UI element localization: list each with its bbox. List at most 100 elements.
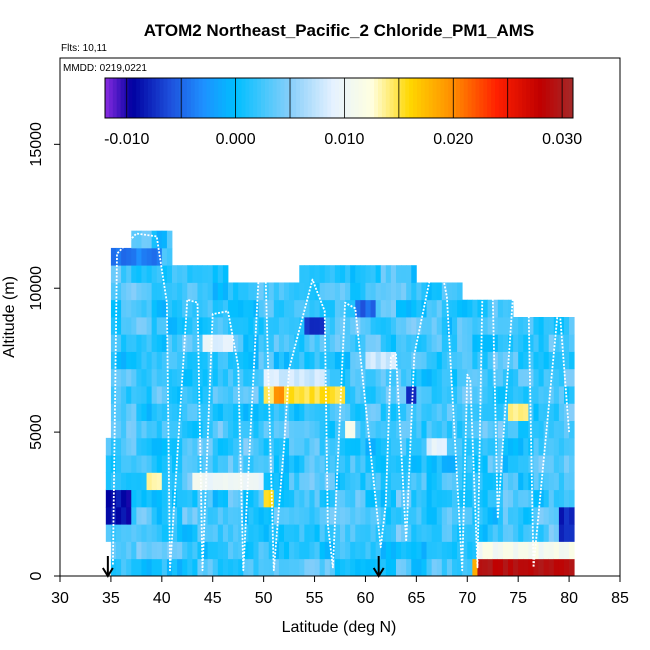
heatmap-cell: [207, 541, 214, 560]
heatmap-cell: [222, 558, 229, 577]
heatmap-cell: [436, 437, 443, 456]
heatmap-cell: [401, 472, 407, 491]
heatmap-cell: [273, 317, 280, 335]
heatmap-cell: [309, 420, 315, 439]
heatmap-cell: [329, 334, 336, 352]
heatmap-cell: [390, 299, 397, 318]
heatmap-cell: [406, 334, 412, 352]
heatmap-cell: [553, 420, 560, 439]
heatmap-cell: [472, 351, 478, 370]
heatmap-cell: [136, 455, 142, 473]
heatmap-cell: [467, 368, 473, 387]
heatmap-cell: [131, 403, 137, 421]
heatmap-cell: [243, 541, 249, 560]
heatmap-cell: [457, 455, 463, 473]
heatmap-cell: [350, 506, 356, 525]
heatmap-cell: [569, 524, 575, 542]
heatmap-cell: [284, 420, 290, 439]
heatmap-cell: [222, 386, 229, 404]
heatmap-cell: [238, 524, 244, 542]
heatmap-cell: [233, 558, 239, 577]
heatmap-cell: [182, 524, 188, 542]
heatmap-cell: [319, 455, 326, 473]
heatmap-cell: [243, 558, 249, 577]
heatmap-cell: [258, 472, 265, 491]
heatmap-cell: [492, 558, 499, 577]
heatmap-cell: [370, 524, 377, 542]
colorbar-segment: [222, 78, 227, 118]
colorbar-segment: [370, 78, 375, 118]
colorbar-segment: [342, 78, 348, 118]
heatmap-cell: [268, 524, 275, 542]
heatmap-cell: [446, 489, 453, 508]
heatmap-cell: [569, 558, 575, 577]
heatmap-cell: [431, 541, 438, 560]
heatmap-cell: [289, 299, 295, 318]
heatmap-cell: [151, 282, 158, 301]
colorbar-segment: [428, 78, 434, 118]
heatmap-cell: [131, 317, 137, 335]
heatmap-cell: [533, 455, 539, 473]
heatmap-cell: [233, 317, 239, 335]
heatmap-cell: [314, 317, 321, 335]
heatmap-cell: [278, 299, 285, 318]
heatmap-cell: [390, 351, 397, 370]
colorbar-segment: [514, 78, 519, 118]
heatmap-cell: [222, 317, 229, 335]
colorbar-segment: [292, 78, 297, 118]
heatmap-cell: [156, 351, 163, 370]
colorbar-segment: [171, 78, 176, 118]
heatmap-cell: [441, 317, 448, 335]
x-tick-label: 80: [560, 590, 578, 607]
heatmap-cell: [146, 489, 153, 508]
heatmap-cell: [508, 299, 514, 318]
heatmap-cell: [182, 541, 188, 560]
heatmap-cell: [156, 541, 163, 560]
heatmap-cell: [416, 351, 422, 370]
heatmap-cell: [467, 317, 473, 335]
heatmap-cell: [436, 299, 443, 318]
heatmap-cell: [222, 524, 229, 542]
heatmap-cell: [569, 403, 575, 421]
heatmap-cell: [345, 368, 351, 387]
heatmap-cell: [375, 299, 382, 318]
heatmap-cell: [334, 334, 341, 352]
heatmap-cell: [116, 455, 122, 473]
heatmap-cell: [319, 541, 326, 560]
heatmap-cell: [192, 368, 198, 387]
heatmap-cell: [390, 489, 397, 508]
heatmap-cell: [380, 455, 387, 473]
heatmap-cell: [131, 437, 137, 456]
heatmap-cell: [319, 265, 326, 283]
heatmap-cell: [151, 437, 158, 456]
heatmap-cell: [217, 558, 224, 577]
heatmap-cell: [192, 455, 198, 473]
heatmap-cell: [222, 299, 229, 318]
heatmap-cell: [126, 247, 132, 266]
heatmap-cell: [406, 351, 412, 370]
heatmap-cell: [243, 317, 249, 335]
heatmap-cell: [487, 351, 494, 370]
heatmap-cell: [238, 558, 244, 577]
heatmap-cell: [126, 558, 132, 577]
heatmap-cell: [523, 489, 529, 508]
heatmap-cell: [217, 420, 224, 439]
heatmap-cell: [172, 265, 178, 283]
colorbar-segment: [190, 78, 196, 118]
heatmap-cell: [121, 351, 127, 370]
heatmap-cell: [212, 265, 219, 283]
heatmap-cell: [452, 351, 458, 370]
colorbar-segment: [522, 78, 527, 118]
heatmap-cell: [533, 403, 539, 421]
heatmap-cell: [121, 368, 127, 387]
heatmap-cell: [273, 437, 280, 456]
heatmap-cell: [390, 455, 397, 473]
heatmap-cell: [146, 524, 153, 542]
heatmap-cell: [528, 368, 534, 387]
heatmap-cell: [345, 334, 351, 352]
heatmap-cell: [411, 282, 417, 301]
heatmap-cell: [365, 386, 371, 404]
heatmap-cell: [172, 386, 178, 404]
heatmap-cell: [457, 386, 463, 404]
heatmap-cell: [375, 506, 382, 525]
